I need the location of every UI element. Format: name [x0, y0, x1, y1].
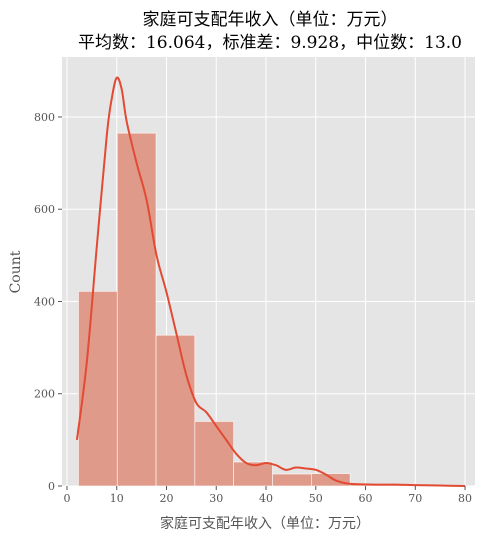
y-tick-label: 800	[34, 111, 55, 124]
x-axis-label: 家庭可支配年收入（单位：万元）	[160, 515, 370, 532]
kde-line	[75, 76, 466, 487]
x-tick-label: 40	[259, 492, 273, 505]
histogram-bar	[272, 473, 312, 487]
y-axis-ticks: 0 200 400 600 800	[34, 111, 62, 493]
x-tick-label: 70	[408, 492, 422, 505]
x-tick-label: 80	[458, 492, 472, 505]
x-tick-label: 0	[63, 492, 70, 505]
y-axis-label: Count	[8, 250, 24, 293]
histogram-bar	[310, 473, 351, 487]
y-tick-label: 200	[34, 388, 55, 401]
histogram-bar	[155, 334, 196, 487]
x-tick-label: 60	[359, 492, 373, 505]
chart-title: 家庭可支配年收入（单位：万元）	[143, 10, 398, 30]
x-tick-label: 50	[309, 492, 323, 505]
x-tick-label: 20	[159, 492, 173, 505]
chart-subtitle: 平均数：16.064，标准差：9.928，中位数：13.0	[78, 33, 462, 53]
histogram-bar	[78, 291, 118, 487]
y-tick-label: 0	[48, 480, 55, 493]
x-tick-label: 30	[209, 492, 223, 505]
y-tick-label: 600	[34, 203, 55, 216]
x-axis-ticks: 0 10 20 30 40 50 60 70 80	[63, 486, 472, 505]
histogram-bar	[116, 132, 157, 487]
x-tick-label: 10	[110, 492, 124, 505]
histogram-bars	[78, 132, 467, 487]
histogram-bar	[194, 421, 234, 487]
y-tick-label: 400	[34, 295, 55, 308]
